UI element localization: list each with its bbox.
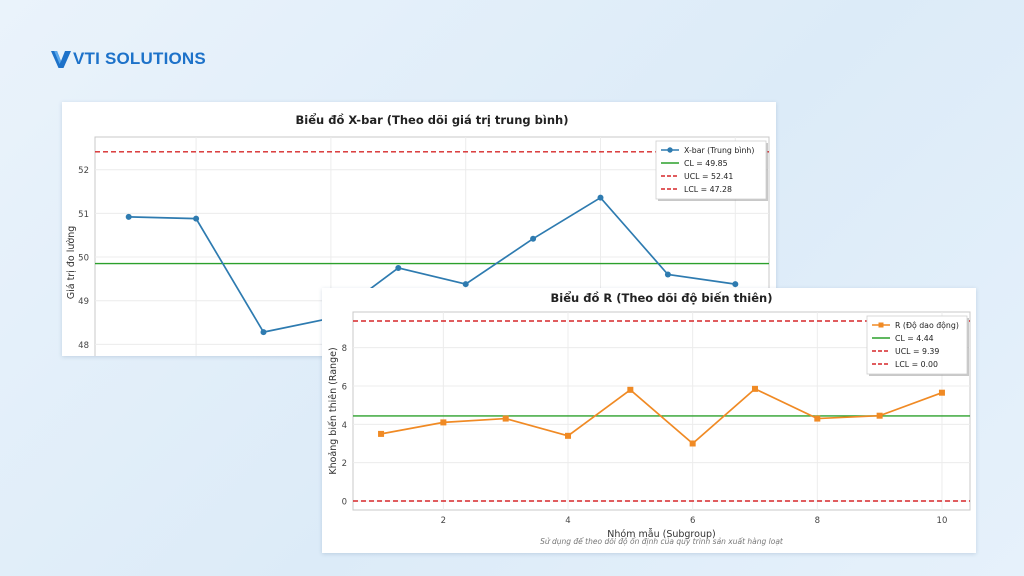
- data-point: [814, 415, 821, 422]
- data-point: [627, 386, 634, 393]
- chart-title: Biểu đồ R (Theo dõi độ biến thiên): [551, 290, 773, 305]
- vti-logo-icon: [51, 51, 71, 68]
- data-point: [260, 329, 267, 336]
- y-tick-label: 0: [342, 497, 347, 507]
- y-tick-label: 50: [78, 254, 89, 264]
- chart-title: Biểu đồ X-bar (Theo dõi giá trị trung bì…: [296, 112, 569, 127]
- data-point: [462, 281, 469, 288]
- series-line: [128, 196, 736, 334]
- legend-label: X-bar (Trung bình): [684, 146, 754, 155]
- legend-label: LCL = 0.00: [895, 360, 938, 369]
- legend-label: R (Độ dao động): [895, 321, 959, 330]
- y-axis-label: Khoảng biến thiên (Range): [328, 347, 339, 474]
- r-chart: Biểu đồ R (Theo dõi độ biến thiên) 0 2 4 6 8 2…: [328, 290, 971, 546]
- data-point: [125, 213, 132, 220]
- y-tick-label: 51: [78, 210, 89, 220]
- legend-label: CL = 49.85: [684, 159, 728, 168]
- series-line: [380, 387, 943, 445]
- data-point: [530, 235, 537, 242]
- legend-label: UCL = 52.41: [684, 172, 733, 181]
- data-point: [502, 415, 509, 422]
- y-tick-label: 49: [78, 297, 89, 307]
- legend-marker: [667, 147, 673, 153]
- x-tick-label: 2: [441, 516, 446, 526]
- legend-label: LCL = 47.28: [684, 185, 732, 194]
- brand-logo: VTI SOLUTIONS: [50, 48, 206, 70]
- y-tick-label: 2: [342, 459, 347, 469]
- brand-name: VTI SOLUTIONS: [73, 49, 206, 68]
- y-tick-label: 6: [342, 382, 347, 392]
- y-tick-label: 48: [78, 341, 89, 351]
- r-chart-panel: Biểu đồ R (Theo dõi độ biến thiên) 0 2 4 6 8 2…: [322, 288, 976, 553]
- data-point: [193, 215, 200, 222]
- x-axis-label: Nhóm mẫu (Subgroup): [607, 529, 715, 540]
- data-point: [395, 264, 402, 271]
- data-point: [565, 432, 572, 439]
- x-tick-label: 8: [815, 516, 820, 526]
- y-axis-label: Giá trị đo lường: [66, 226, 77, 300]
- data-point: [876, 412, 883, 419]
- data-point: [597, 194, 604, 201]
- legend: X-bar (Trung bình) CL = 49.85 UCL = 52.41 L…: [655, 140, 768, 201]
- data-point: [378, 430, 385, 437]
- data-point: [689, 440, 696, 447]
- legend: R (Độ dao động) CL = 4.44 UCL = 9.39 LCL = …: [866, 315, 969, 376]
- x-tick-label: 10: [937, 516, 948, 526]
- data-point: [732, 281, 739, 288]
- legend-label: UCL = 9.39: [895, 347, 939, 356]
- data-point: [440, 419, 447, 426]
- legend-label: CL = 4.44: [895, 334, 934, 343]
- y-tick-label: 4: [342, 421, 347, 431]
- legend-marker: [878, 322, 884, 328]
- x-tick-label: 6: [690, 516, 695, 526]
- chart-caption: Sử dụng để theo dõi độ ổn định của quy t…: [540, 537, 784, 546]
- data-point: [938, 389, 945, 396]
- y-tick-label: 52: [78, 166, 89, 176]
- y-tick-label: 8: [342, 344, 347, 354]
- data-point: [664, 271, 671, 278]
- x-tick-label: 4: [565, 516, 570, 526]
- data-point: [751, 385, 758, 392]
